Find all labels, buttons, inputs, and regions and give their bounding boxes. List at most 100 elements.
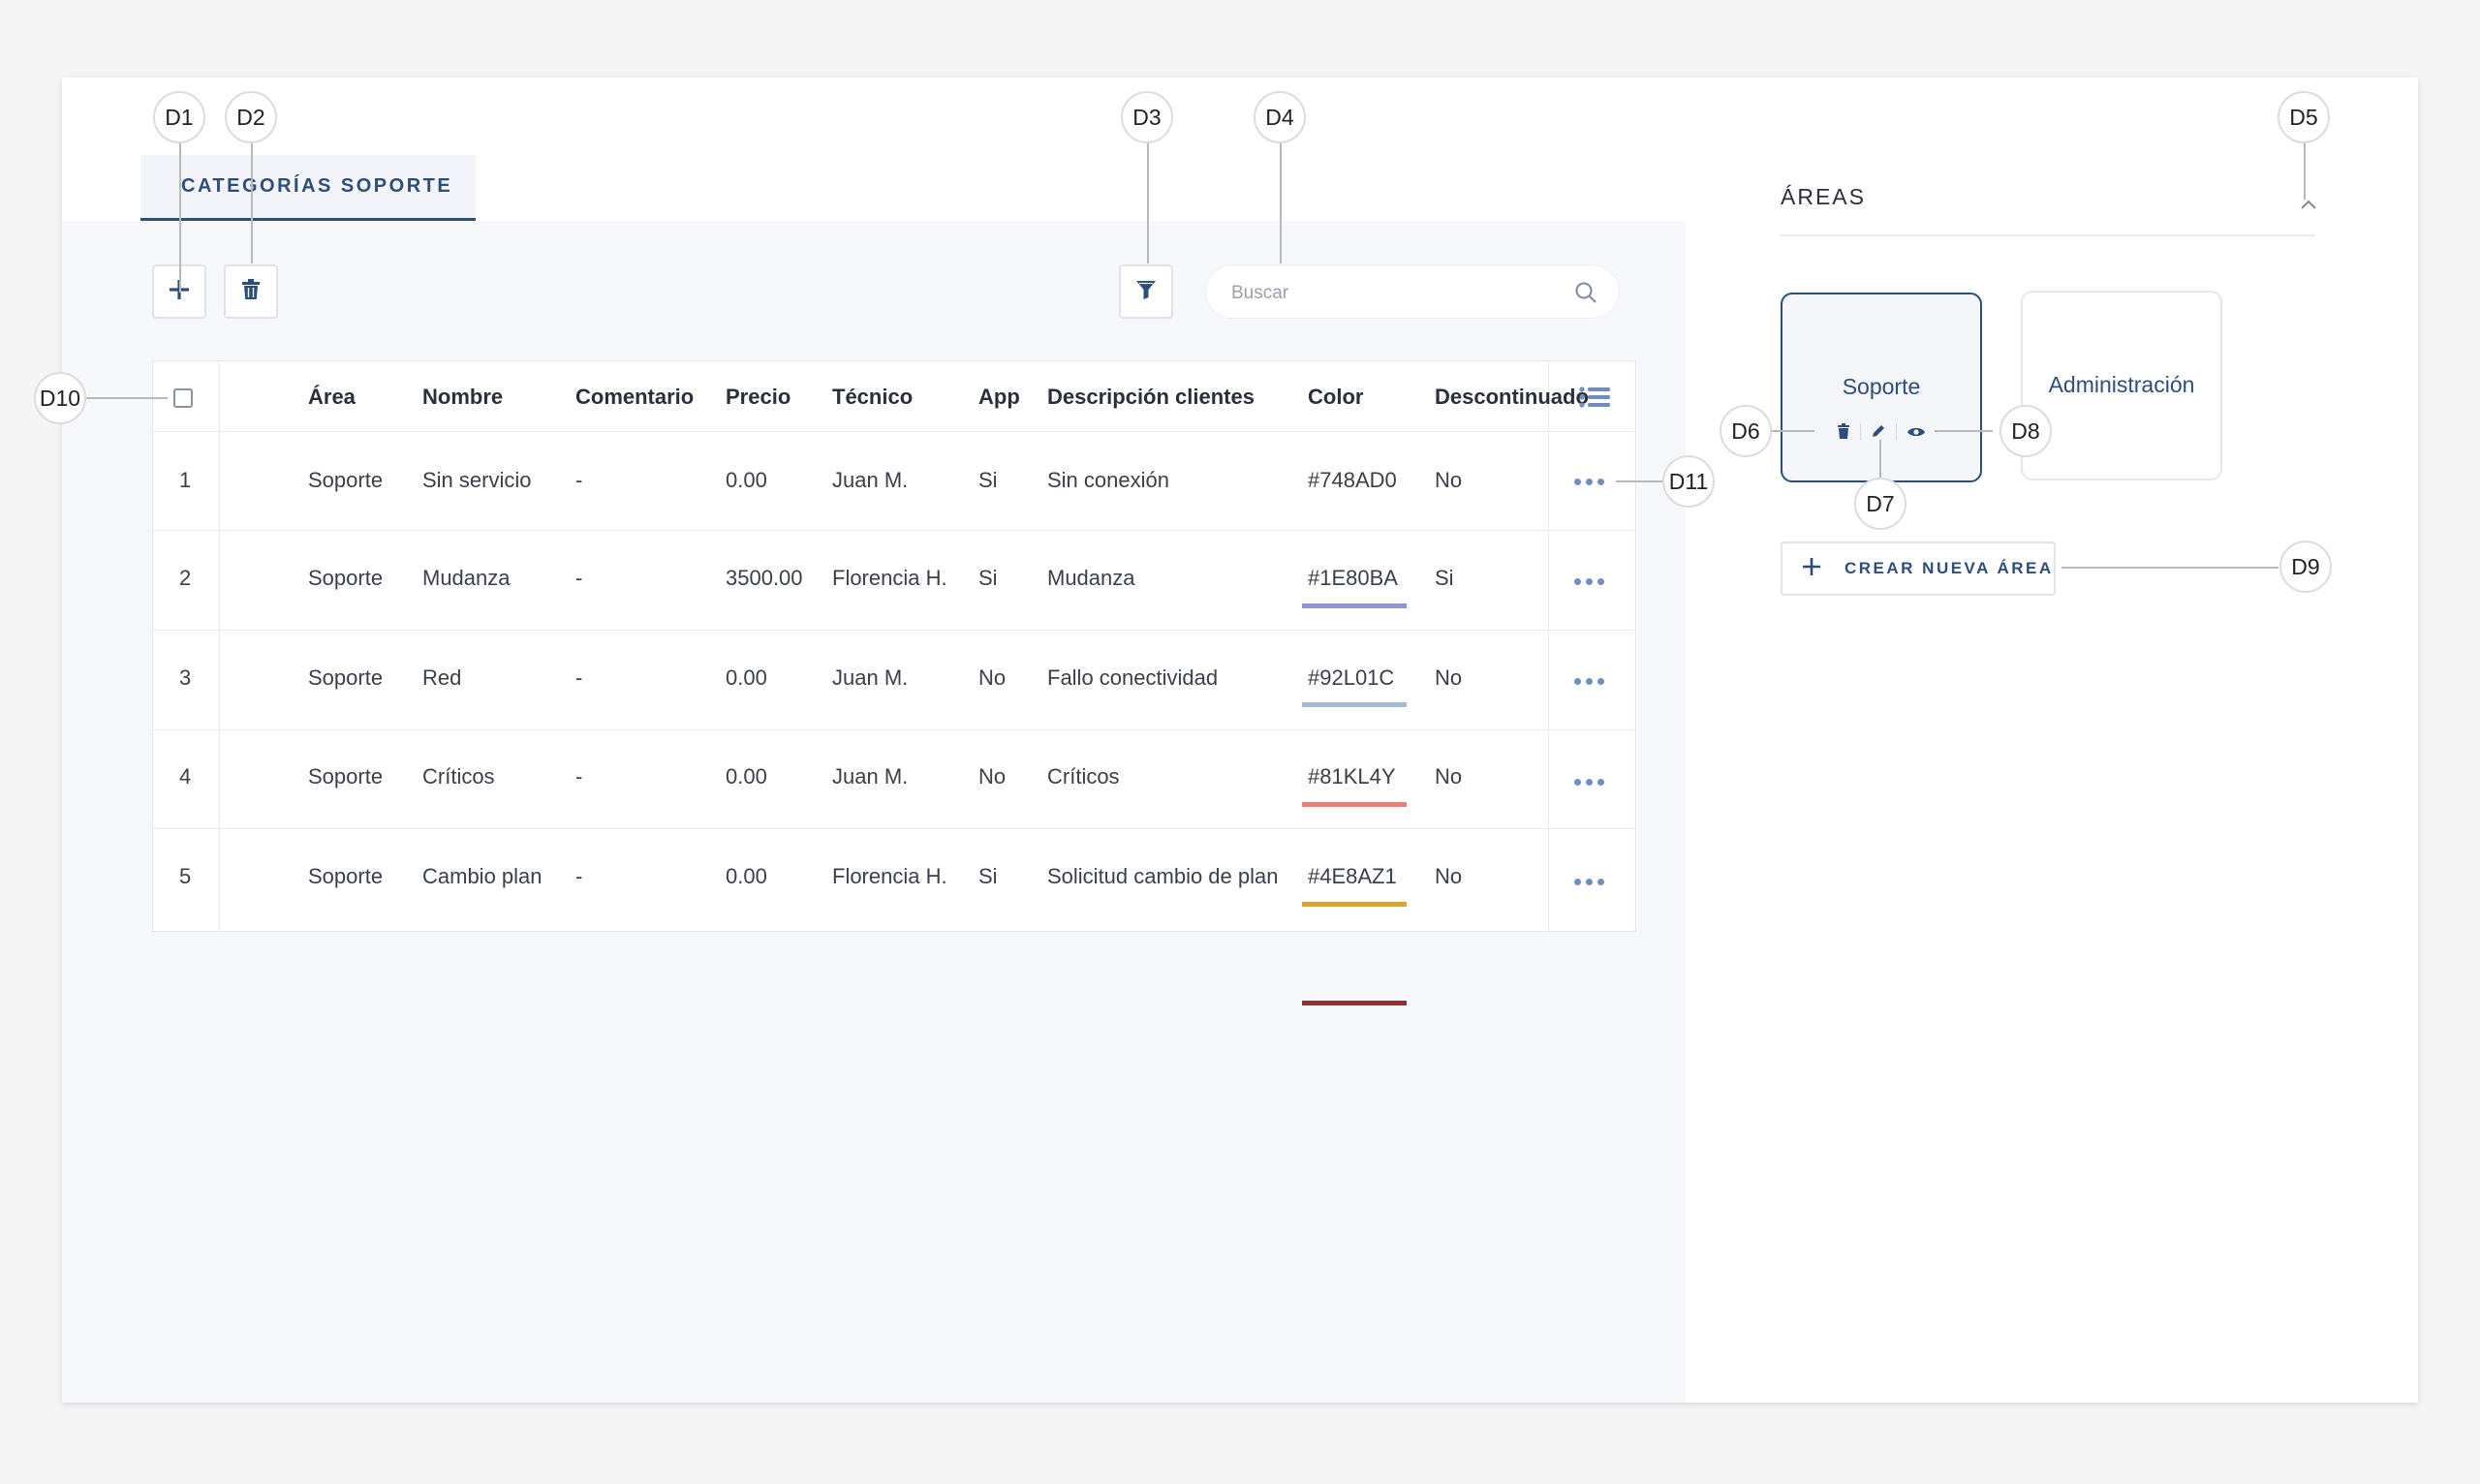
cell-area: Soporte <box>308 665 384 690</box>
tab-categorias-soporte[interactable]: CATEGORÍAS SOPORTE <box>140 155 476 221</box>
header-comentario[interactable]: Comentario <box>575 385 695 409</box>
row-number: 1 <box>179 468 192 492</box>
trash-icon <box>241 278 261 305</box>
header-nombre[interactable]: Nombre <box>422 385 504 409</box>
area-card-label: Soporte <box>1842 374 1921 399</box>
callout-d9: D9 <box>2279 541 2332 593</box>
cell-tecnico: Juan M. <box>832 764 909 788</box>
chevron-up-icon[interactable] <box>2300 198 2317 215</box>
eye-icon[interactable] <box>1906 418 1926 445</box>
row-menu-button[interactable] <box>1574 779 1604 786</box>
header-tecnico[interactable]: Técnico <box>832 385 914 409</box>
cell-area: Soporte <box>308 566 384 590</box>
header-color[interactable]: Color <box>1308 385 1364 409</box>
cell-color: #4E8AZ1 <box>1308 864 1397 888</box>
header-descripcion[interactable]: Descripción clientes <box>1047 385 1255 409</box>
area-card-soporte[interactable]: Soporte <box>1781 293 1982 482</box>
delete-button[interactable] <box>224 264 278 319</box>
cell-app: Si <box>978 566 998 590</box>
cell-color: #81KL4Y <box>1308 764 1396 788</box>
cell-comentario: - <box>575 566 583 590</box>
row-number: 3 <box>179 665 192 690</box>
cell-nombre: Sin servicio <box>422 468 532 492</box>
cell-precio: 3500.00 <box>726 566 803 590</box>
row-number: 2 <box>179 566 192 590</box>
cell-nombre: Mudanza <box>422 566 511 590</box>
column-list-icon[interactable] <box>1579 386 1610 413</box>
callout-d4: D4 <box>1254 91 1306 143</box>
callout-d10: D10 <box>34 372 86 424</box>
cell-color: #748AD0 <box>1308 468 1397 492</box>
cell-precio: 0.00 <box>726 764 767 788</box>
cell-color: #92L01C <box>1308 665 1395 690</box>
area-card-administracion[interactable]: Administración <box>2021 291 2222 480</box>
areas-title: ÁREAS <box>1781 184 1866 209</box>
cell-tecnico: Juan M. <box>832 468 909 492</box>
row-menu-button[interactable] <box>1574 479 1604 485</box>
callout-d6: D6 <box>1720 405 1772 457</box>
cell-tecnico: Juan M. <box>832 665 909 690</box>
cell-nombre: Críticos <box>422 764 495 788</box>
callout-d3: D3 <box>1121 91 1173 143</box>
cell-precio: 0.00 <box>726 665 767 690</box>
cell-descripcion: Solicitud cambio de plan <box>1047 864 1279 888</box>
header-area[interactable]: Área <box>308 385 356 409</box>
cell-nombre: Cambio plan <box>422 864 542 888</box>
row-menu-button[interactable] <box>1574 678 1604 685</box>
area-card-label: Administración <box>2048 372 2195 397</box>
header-descontinuado[interactable]: Descontinuado <box>1435 385 1589 409</box>
search-input[interactable] <box>1229 265 1563 322</box>
cell-descontinuado: No <box>1435 468 1463 492</box>
color-swatch <box>1302 702 1407 707</box>
categories-table: Área Nombre Comentario Precio Técnico Ap… <box>152 360 1636 1005</box>
callout-d7: D7 <box>1854 478 1906 530</box>
cell-precio: 0.00 <box>726 864 767 888</box>
cell-descontinuado: No <box>1435 764 1463 788</box>
color-swatch <box>1302 1001 1407 1005</box>
areas-divider <box>1781 234 2315 236</box>
search-box <box>1205 264 1620 322</box>
color-swatch <box>1302 802 1407 807</box>
cell-app: No <box>978 665 1007 690</box>
cell-comentario: - <box>575 864 583 888</box>
callout-d1: D1 <box>153 91 205 143</box>
cell-nombre: Red <box>422 665 462 690</box>
header-app[interactable]: App <box>978 385 1020 409</box>
cell-area: Soporte <box>308 468 384 492</box>
color-swatch <box>1302 603 1407 608</box>
callout-d11: D11 <box>1662 455 1715 508</box>
callout-d2: D2 <box>225 91 277 143</box>
row-number: 5 <box>179 864 192 888</box>
cell-descripcion: Sin conexión <box>1047 468 1169 492</box>
cell-descontinuado: No <box>1435 665 1463 690</box>
cell-descontinuado: No <box>1435 864 1463 888</box>
color-swatch <box>1302 902 1407 907</box>
cell-precio: 0.00 <box>726 468 767 492</box>
filter-button[interactable] <box>1119 264 1173 319</box>
cell-area: Soporte <box>308 764 384 788</box>
create-area-label: CREAR NUEVA ÁREA <box>1844 559 2054 577</box>
filter-icon <box>1135 279 1157 305</box>
tab-label: CATEGORÍAS SOPORTE <box>181 175 453 197</box>
cell-descripcion: Críticos <box>1047 764 1120 788</box>
cell-descripcion: Fallo conectividad <box>1047 665 1219 690</box>
cell-descripcion: Mudanza <box>1047 566 1135 590</box>
callout-d8: D8 <box>2000 405 2052 457</box>
cell-comentario: - <box>575 665 583 690</box>
row-menu-button[interactable] <box>1574 578 1604 585</box>
cell-app: No <box>978 764 1007 788</box>
row-menu-button[interactable] <box>1574 879 1604 885</box>
cell-color: #1E80BA <box>1308 566 1398 590</box>
search-icon[interactable] <box>1574 281 1597 309</box>
trash-icon[interactable] <box>1837 418 1850 445</box>
cell-comentario: - <box>575 468 583 492</box>
select-all-checkbox[interactable] <box>173 388 193 408</box>
cell-app: Si <box>978 468 998 492</box>
header-precio[interactable]: Precio <box>726 385 791 409</box>
cell-comentario: - <box>575 764 583 788</box>
create-area-button[interactable]: CREAR NUEVA ÁREA <box>1781 541 2056 596</box>
plus-icon <box>1802 557 1821 581</box>
pencil-icon[interactable] <box>1871 418 1886 445</box>
cell-descontinuado: Si <box>1435 566 1454 590</box>
cell-tecnico: Florencia H. <box>832 864 947 888</box>
